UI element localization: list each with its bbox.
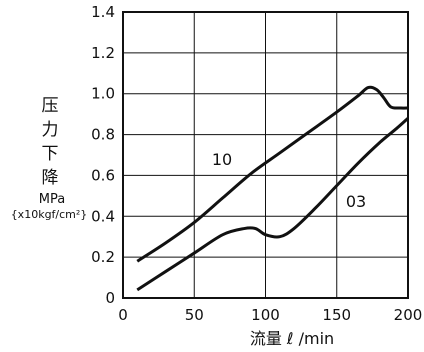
y-tick-label-0.4: 0.4 [91, 207, 115, 225]
y-axis-unit-kgf: {x10kgf/cm²} [11, 208, 88, 221]
y-axis-label-char-2: 力 [42, 120, 59, 140]
series-layer [136, 85, 410, 292]
x-tick-label-100: 100 [251, 306, 280, 324]
y-axis-label-char-1: 压 [42, 96, 59, 116]
y-tick-label-0: 0 [105, 289, 115, 307]
x-axis-label: 流量 ℓ /min [250, 329, 334, 348]
series-label-03: 03 [346, 192, 366, 211]
y-tick-label-1: 1.0 [91, 85, 115, 103]
x-tick-label-0: 0 [118, 306, 128, 324]
y-tick-label-1.4: 1.4 [91, 3, 115, 21]
series-line-10 [136, 85, 409, 263]
series-label-10: 10 [212, 150, 232, 169]
y-tick-label-0.2: 0.2 [91, 248, 115, 266]
series-line-03 [136, 117, 410, 292]
y-axis-label-char-3: 下 [42, 144, 59, 164]
x-tick-label-200: 200 [394, 306, 423, 324]
y-tick-label-0.8: 0.8 [91, 126, 115, 144]
y-tick-label-1.2: 1.2 [91, 44, 115, 62]
y-axis-label-char-4: 降 [42, 168, 59, 188]
tick-labels: 0 50 100 150 200 0 0.2 0.4 0.6 0.8 1.0 1.2 1.4 [91, 3, 422, 324]
plot-frame [122, 11, 409, 299]
x-tick-label-50: 50 [185, 306, 204, 324]
x-tick-label-150: 150 [322, 306, 351, 324]
y-axis-unit-mpa: MPa [39, 192, 65, 207]
y-tick-label-0.6: 0.6 [91, 166, 115, 184]
